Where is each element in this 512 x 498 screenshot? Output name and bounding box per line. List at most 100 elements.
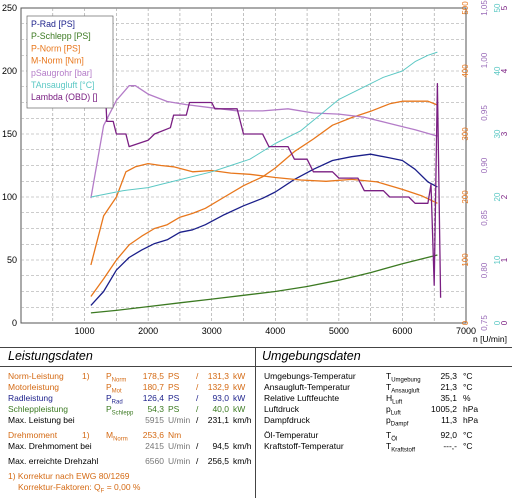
- row-value-2: 132,9: [207, 382, 229, 392]
- leistung-row: Schleppleistung PSchlepp 54,3 PS / 40,0 kW: [8, 404, 253, 417]
- umgebung-row: Öl-Temperatur TÖl 92,0 °C: [264, 430, 508, 443]
- row-label: Ansaugluft-Temperatur: [264, 382, 350, 392]
- y-tick-label-right1: 100: [461, 253, 470, 267]
- row-unit-2: kW: [233, 404, 246, 414]
- leistung-row: Drehmoment 1) MNorm 253,6 Nm: [8, 430, 253, 443]
- row-separator: /: [196, 441, 199, 451]
- row-symbol: TUmgebung: [386, 371, 421, 384]
- x-tick-label: 1000: [75, 326, 95, 336]
- row-label: Dampfdruck: [264, 415, 310, 425]
- y-tick-label-right2: 0,75: [480, 315, 489, 331]
- leistung-row: Max. Leistung bei 5915 U/min / 231,1 km/h: [8, 415, 253, 426]
- row-value: ---,-: [443, 441, 457, 451]
- row-label: Motorleistung: [8, 382, 60, 392]
- legend-box: [26, 15, 114, 109]
- row-symbol: pDampf: [386, 415, 409, 428]
- leistung-row: Motorleistung PMot 180,7 PS / 132,9 kW: [8, 382, 253, 395]
- series-line-4: [90, 162, 438, 266]
- row-unit-2: km/h: [233, 441, 252, 451]
- row-unit: °C: [463, 430, 473, 440]
- row-label: Max. Drehmoment bei: [8, 441, 92, 451]
- y-tick-label-right2: 0,90: [480, 157, 489, 173]
- row-unit-1: U/min: [168, 415, 191, 425]
- row-value-2: 40,0: [212, 404, 229, 414]
- row-symbol: HLuft: [386, 393, 403, 406]
- row-label: Schleppleistung: [8, 404, 69, 414]
- row-label: Luftdruck: [264, 404, 299, 414]
- y-tick-label-right2: 1,05: [480, 0, 489, 16]
- y-tick-label-right3: 40: [493, 66, 502, 75]
- row-symbol: TAnsaugluft: [386, 382, 420, 395]
- row-label: Max. erreichte Drehzahl: [8, 456, 99, 466]
- legend-entry: TAnsaugluft [°C]: [31, 80, 95, 90]
- row-label: Max. Leistung bei: [8, 415, 75, 425]
- row-unit-2: km/h: [233, 456, 252, 466]
- y-tick-label-left: 50: [7, 255, 17, 265]
- row-unit-1: U/min: [168, 456, 191, 466]
- row-note: 1): [82, 371, 90, 381]
- y-tick-label-left: 250: [2, 3, 17, 13]
- x-tick-label: 3000: [202, 326, 222, 336]
- row-unit: hPa: [463, 415, 479, 425]
- row-unit-2: kW: [233, 382, 246, 392]
- y-tick-label-right4: 2: [500, 194, 509, 199]
- panel-divider-header: [0, 366, 512, 367]
- y-tick-label-right3: 0: [493, 320, 502, 325]
- row-value-2: 93,0: [212, 393, 229, 403]
- y-tick-label-left: 100: [2, 192, 17, 202]
- row-unit-1: PS: [168, 382, 180, 392]
- row-unit-1: U/min: [168, 441, 191, 451]
- series-line-6: [90, 51, 438, 198]
- leistung-row: Max. erreichte Drehzahl 6560 U/min / 256,5 km…: [8, 456, 253, 467]
- row-symbol: pLuft: [386, 404, 401, 417]
- y-tick-label-right1: 500: [461, 1, 470, 15]
- row-symbol: PNorm: [106, 371, 127, 384]
- y-tick-label-left: 150: [2, 129, 17, 139]
- leistung-row: Max. Drehmoment bei 2415 U/min / 94,5 km/h: [8, 441, 253, 452]
- x-tick-label: 4000: [265, 326, 285, 336]
- y-tick-label-right4: 1: [500, 257, 509, 262]
- series-line-7: [102, 52, 442, 298]
- legend-entry: P-Schlepp [PS]: [31, 31, 91, 41]
- row-label: Norm-Leistung: [8, 371, 64, 381]
- y-tick-label-right2: 0,85: [480, 210, 489, 226]
- row-separator: /: [196, 404, 199, 414]
- y-tick-label-right1: 300: [461, 127, 470, 141]
- row-unit-1: PS: [168, 371, 180, 381]
- row-symbol: TÖl: [386, 430, 398, 443]
- row-value-1: 253,6: [142, 430, 164, 440]
- row-label: Drehmoment: [8, 430, 58, 440]
- row-value-2: 131,3: [207, 371, 229, 381]
- series-line-2: [90, 254, 438, 314]
- row-value-1: 126,4: [142, 393, 164, 403]
- footnote-correction: 1) Korrektur nach EWG 80/1269: [8, 471, 130, 481]
- row-label: Kraftstoff-Temperatur: [264, 441, 344, 451]
- row-unit: %: [463, 393, 471, 403]
- umgebungsdaten-title: Umgebungsdaten: [262, 349, 361, 363]
- umgebung-row: Kraftstoff-Temperatur TKraftstoff ---,- °C: [264, 441, 508, 454]
- row-value: 21,3: [440, 382, 457, 392]
- row-label: Umgebungs-Temperatur: [264, 371, 356, 381]
- y-tick-label-right2: 0,80: [480, 262, 489, 278]
- panel-divider-top: [0, 347, 512, 348]
- row-value: 11,3: [441, 415, 457, 425]
- row-value: 35,1: [440, 393, 457, 403]
- x-tick-label: 5000: [329, 326, 349, 336]
- footnote-factors: Korrektur-Faktoren: QF = 0,00 %: [18, 482, 141, 495]
- y-tick-label-right3: 30: [493, 129, 502, 138]
- y-tick-label-right1: 0: [461, 320, 470, 325]
- panel-divider-vertical: [255, 347, 256, 498]
- legend-entry: M-Norm [Nm]: [31, 56, 84, 66]
- row-separator: /: [196, 456, 199, 466]
- x-axis-label: n [U/min]: [473, 334, 507, 344]
- row-value-1: 178,5: [142, 371, 164, 381]
- row-separator: /: [196, 393, 199, 403]
- row-unit-1: PS: [168, 404, 180, 414]
- y-tick-label-right2: 1,00: [480, 52, 489, 68]
- row-separator: /: [196, 382, 199, 392]
- umgebung-row: Relative Luftfeuchte HLuft 35,1%: [264, 393, 508, 406]
- row-value: 92,0: [440, 430, 457, 440]
- row-label: Öl-Temperatur: [264, 430, 319, 440]
- y-tick-label-right3: 50: [493, 3, 502, 12]
